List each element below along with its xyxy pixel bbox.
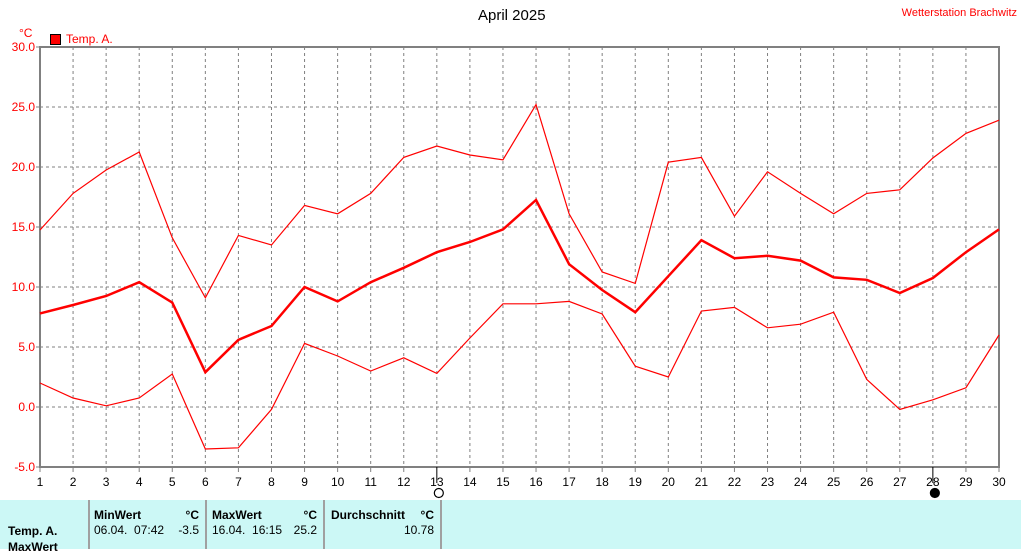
y-tick-label: 0.0 bbox=[18, 400, 35, 414]
row-label-cell: Temp. A. MaxWert bbox=[0, 500, 90, 549]
x-tick-label: 26 bbox=[860, 475, 874, 489]
series-line-min bbox=[40, 301, 999, 449]
legend-label: Temp. A. bbox=[66, 32, 113, 46]
max-value: 25.2 bbox=[294, 523, 317, 537]
series-line-mean bbox=[40, 200, 999, 372]
y-tick-label: 10.0 bbox=[12, 280, 36, 294]
y-tick-label: 25.0 bbox=[12, 100, 36, 114]
x-tick-label: 23 bbox=[761, 475, 775, 489]
x-tick-label: 28 bbox=[926, 475, 940, 489]
x-tick-label: 6 bbox=[202, 475, 209, 489]
x-tick-label: 7 bbox=[235, 475, 242, 489]
x-tick-label: 11 bbox=[364, 475, 377, 489]
x-tick-label: 24 bbox=[794, 475, 808, 489]
station-name: Wetterstation Brachwitz bbox=[902, 7, 1017, 19]
avg-header: Durchschnitt bbox=[331, 508, 405, 522]
chart-title: April 2025 bbox=[478, 7, 546, 24]
avg-value: 10.78 bbox=[404, 523, 434, 537]
y-tick-label: 20.0 bbox=[12, 160, 36, 174]
open-circle-icon bbox=[434, 489, 443, 498]
legend-swatch bbox=[50, 34, 61, 45]
row-label-2: MaxWert bbox=[8, 540, 58, 554]
x-tick-label: 2 bbox=[70, 475, 77, 489]
x-tick-label: 12 bbox=[397, 475, 411, 489]
x-tick-label: 10 bbox=[331, 475, 345, 489]
x-tick-label: 19 bbox=[629, 475, 643, 489]
y-tick-label: 15.0 bbox=[12, 220, 36, 234]
x-tick-label: 17 bbox=[562, 475, 576, 489]
x-tick-label: 8 bbox=[268, 475, 275, 489]
x-tick-label: 21 bbox=[695, 475, 709, 489]
x-tick-label: 15 bbox=[496, 475, 510, 489]
x-tick-label: 5 bbox=[169, 475, 176, 489]
x-tick-label: 16 bbox=[529, 475, 543, 489]
avg-cell: Durchschnitt °C 10.78 bbox=[325, 500, 442, 549]
x-tick-label: 29 bbox=[959, 475, 973, 489]
x-tick-label: 9 bbox=[301, 475, 308, 489]
max-cell: MaxWert °C 16.04. 16:15 25.2 bbox=[207, 500, 325, 549]
y-tick-label: -5.0 bbox=[14, 460, 35, 474]
min-value: -3.5 bbox=[178, 523, 199, 537]
max-datetime: 16.04. 16:15 bbox=[212, 523, 282, 537]
x-tick-label: 18 bbox=[595, 475, 609, 489]
max-header: MaxWert bbox=[212, 508, 262, 522]
y-unit-label: °C bbox=[19, 26, 32, 40]
x-tick-label: 22 bbox=[728, 475, 742, 489]
x-tick-label: 25 bbox=[827, 475, 841, 489]
max-unit: °C bbox=[304, 508, 317, 522]
x-tick-label: 20 bbox=[662, 475, 676, 489]
filled-circle-icon bbox=[930, 489, 939, 498]
x-tick-label: 30 bbox=[992, 475, 1006, 489]
row-label: Temp. A. bbox=[8, 524, 57, 538]
series-line-max bbox=[40, 105, 999, 298]
x-tick-label: 14 bbox=[463, 475, 477, 489]
legend: Temp. A. bbox=[50, 32, 113, 46]
x-tick-label: 13 bbox=[430, 475, 444, 489]
avg-unit: °C bbox=[421, 508, 434, 522]
stats-table: Temp. A. MaxWert MinWert °C 06.04. 07:42… bbox=[0, 500, 1021, 549]
min-header: MinWert bbox=[94, 508, 141, 522]
min-cell: MinWert °C 06.04. 07:42 -3.5 bbox=[90, 500, 207, 549]
y-tick-label: 30.0 bbox=[12, 40, 36, 54]
plot-frame bbox=[40, 47, 999, 467]
min-datetime: 06.04. 07:42 bbox=[94, 523, 164, 537]
x-tick-label: 3 bbox=[103, 475, 110, 489]
x-tick-label: 1 bbox=[37, 475, 44, 489]
x-tick-label: 27 bbox=[893, 475, 907, 489]
x-tick-label: 4 bbox=[136, 475, 143, 489]
y-tick-label: 5.0 bbox=[18, 340, 35, 354]
min-unit: °C bbox=[186, 508, 199, 522]
